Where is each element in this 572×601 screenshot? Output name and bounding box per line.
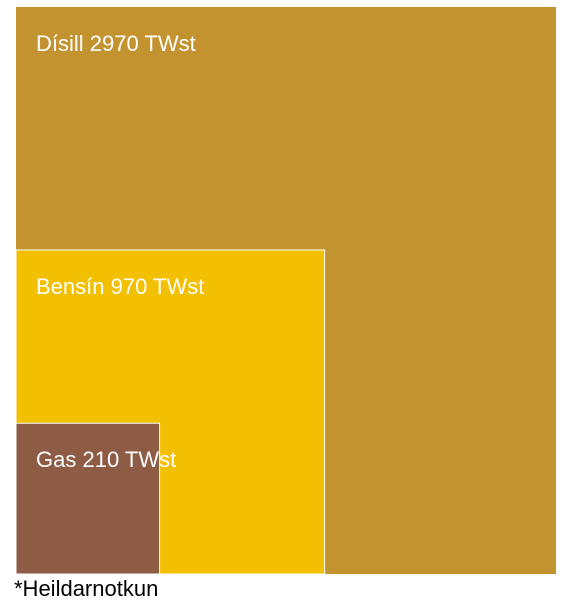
category-name: Bensín [36, 274, 105, 299]
value-label: 970 TWst [111, 274, 205, 299]
square-label: Dísill 2970 TWst [36, 31, 196, 56]
square-label: Gas 210 TWst [36, 447, 176, 472]
category-name: Dísill [36, 31, 84, 56]
category-name: Gas [36, 447, 76, 472]
value-label: 210 TWst [82, 447, 176, 472]
square [15, 422, 161, 575]
footnote: *Heildarnotkun [14, 576, 158, 601]
square-label: Bensín 970 TWst [36, 274, 204, 299]
value-label: 2970 TWst [90, 31, 196, 56]
